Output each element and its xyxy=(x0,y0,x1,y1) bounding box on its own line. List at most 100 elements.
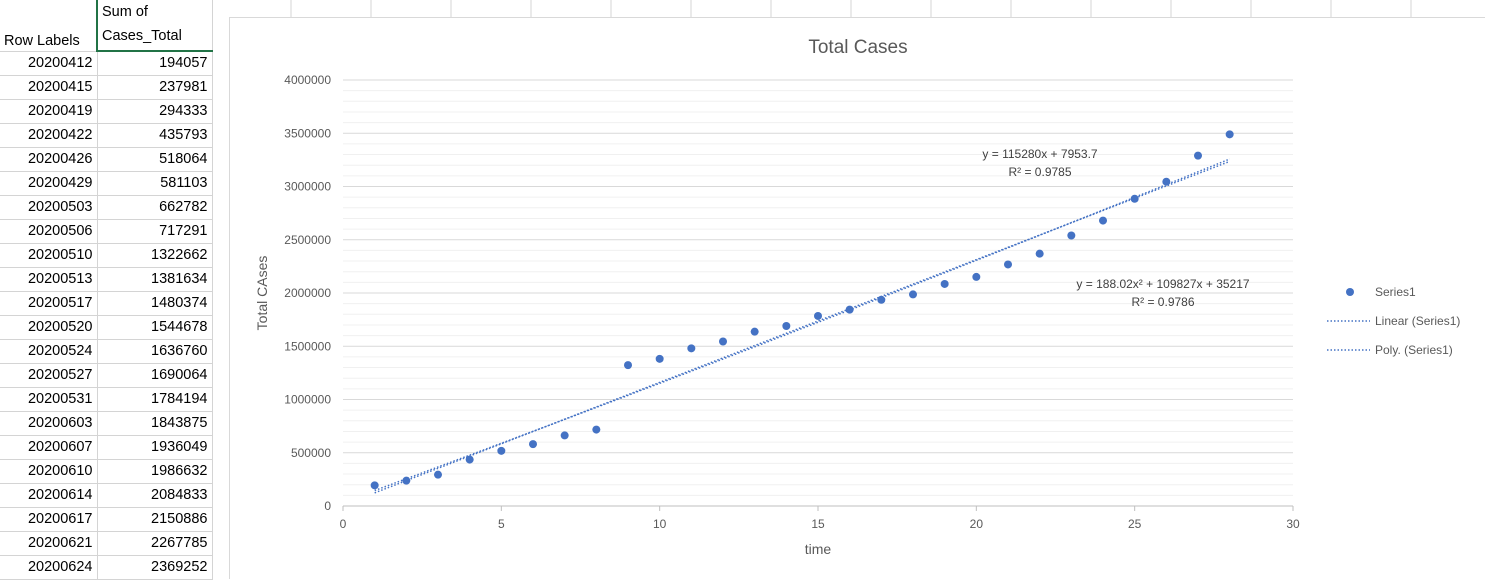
row-label-cell[interactable]: 20200617 xyxy=(0,507,98,532)
sum-value-cell[interactable]: 194057 xyxy=(97,51,213,76)
row-label-cell[interactable]: 20200506 xyxy=(0,219,98,244)
sum-value-cell[interactable]: 1381634 xyxy=(97,267,213,292)
data-point xyxy=(1194,151,1202,160)
table-row: 20200527 1690064 xyxy=(0,363,213,388)
sum-header[interactable]: Sum of Cases_Total xyxy=(96,0,213,52)
row-label-cell[interactable]: 20200422 xyxy=(0,123,98,148)
table-row: 20200524 1636760 xyxy=(0,339,213,364)
row-label-cell[interactable]: 20200513 xyxy=(0,267,98,292)
sum-value-cell[interactable]: 237981 xyxy=(97,75,213,100)
data-point xyxy=(1225,130,1234,139)
sum-value-cell[interactable]: 294333 xyxy=(97,99,213,124)
sum-value-cell[interactable]: 2267785 xyxy=(97,531,213,556)
x-tick-label: 30 xyxy=(1286,517,1300,531)
y-axis-title: Total CAses xyxy=(254,256,270,331)
row-label-cell[interactable]: 20200621 xyxy=(0,531,98,556)
row-label-cell[interactable]: 20200517 xyxy=(0,291,98,316)
row-label-cell[interactable]: 20200614 xyxy=(0,483,98,508)
data-point xyxy=(624,361,632,370)
row-label-cell[interactable]: 20200426 xyxy=(0,147,98,172)
sum-value-cell[interactable]: 1986632 xyxy=(97,459,213,484)
data-point xyxy=(814,311,822,320)
row-label-cell[interactable]: 20200415 xyxy=(0,75,98,100)
sum-value-cell[interactable]: 435793 xyxy=(97,123,213,148)
y-tick-label: 500000 xyxy=(291,446,331,460)
table-row: 20200422 435793 xyxy=(0,123,213,148)
data-point xyxy=(1035,249,1044,258)
poly-equation-label: y = 188.02x² + 109827x + 35217 xyxy=(1076,277,1249,291)
sum-value-cell[interactable]: 1636760 xyxy=(97,339,213,364)
table-row: 20200503 662782 xyxy=(0,195,213,220)
table-row: 20200419 294333 xyxy=(0,99,213,124)
y-tick-label: 1500000 xyxy=(284,339,331,353)
table-row: 20200517 1480374 xyxy=(0,291,213,316)
data-point xyxy=(845,305,854,314)
data-point xyxy=(1099,216,1107,225)
table-row: 20200426 518064 xyxy=(0,147,213,172)
row-label-cell[interactable]: 20200531 xyxy=(0,387,98,412)
row-label-cell[interactable]: 20200412 xyxy=(0,51,98,76)
row-label-cell[interactable]: 20200419 xyxy=(0,99,98,124)
legend-label-series1: Series1 xyxy=(1375,285,1416,299)
y-tick-label: 2000000 xyxy=(284,286,331,300)
row-label-cell[interactable]: 20200610 xyxy=(0,459,98,484)
x-tick-label: 20 xyxy=(970,517,984,531)
y-tick-label: 0 xyxy=(324,499,331,513)
data-point xyxy=(687,344,696,353)
row-label-cell[interactable]: 20200624 xyxy=(0,555,98,580)
chart-area[interactable]: 0 500000 1000000 1500000 2000000 2500000 30000… xyxy=(229,17,1485,579)
row-label-cell[interactable]: 20200524 xyxy=(0,339,98,364)
scatter-chart[interactable]: 0 500000 1000000 1500000 2000000 2500000 30000… xyxy=(230,18,1485,579)
row-label-cell[interactable]: 20200510 xyxy=(0,243,98,268)
sum-value-cell[interactable]: 1784194 xyxy=(97,387,213,412)
x-axis-title: time xyxy=(805,541,832,557)
sum-value-cell[interactable]: 2150886 xyxy=(97,507,213,532)
sum-value-cell[interactable]: 1544678 xyxy=(97,315,213,340)
sum-value-cell[interactable]: 581103 xyxy=(97,171,213,196)
sum-value-cell[interactable]: 2369252 xyxy=(97,555,213,580)
sum-value-cell[interactable]: 1690064 xyxy=(97,363,213,388)
table-row: 20200415 237981 xyxy=(0,75,213,100)
linear-equation-label: y = 115280x + 7953.7 xyxy=(982,147,1098,161)
data-point xyxy=(529,440,537,449)
data-point xyxy=(877,295,886,304)
sum-value-cell[interactable]: 1322662 xyxy=(97,243,213,268)
x-tick-label: 0 xyxy=(340,517,347,531)
data-point xyxy=(719,337,727,346)
pivot-header-row: Row Labels Sum of Cases_Total xyxy=(0,0,213,52)
row-label-cell[interactable]: 20200603 xyxy=(0,411,98,436)
sum-value-cell[interactable]: 662782 xyxy=(97,195,213,220)
y-tick-label: 1000000 xyxy=(284,393,331,407)
table-row: 20200603 1843875 xyxy=(0,411,213,436)
x-tick-label: 10 xyxy=(653,517,667,531)
table-row: 20200412 194057 xyxy=(0,51,213,76)
row-label-cell[interactable]: 20200607 xyxy=(0,435,98,460)
y-tick-label: 2500000 xyxy=(284,233,331,247)
table-row: 20200510 1322662 xyxy=(0,243,213,268)
table-row: 20200624 2369252 xyxy=(0,555,213,580)
legend-label-linear: Linear (Series1) xyxy=(1375,314,1460,328)
table-row: 20200614 2084833 xyxy=(0,483,213,508)
sum-value-cell[interactable]: 717291 xyxy=(97,219,213,244)
row-label-cell[interactable]: 20200503 xyxy=(0,195,98,220)
data-point xyxy=(940,279,949,288)
table-row: 20200429 581103 xyxy=(0,171,213,196)
row-label-cell[interactable]: 20200527 xyxy=(0,363,98,388)
row-label-cell[interactable]: 20200520 xyxy=(0,315,98,340)
legend-label-poly: Poly. (Series1) xyxy=(1375,343,1453,357)
sum-value-cell[interactable]: 1936049 xyxy=(97,435,213,460)
sum-value-cell[interactable]: 1843875 xyxy=(97,411,213,436)
row-labels-header[interactable]: Row Labels xyxy=(0,0,98,52)
table-row: 20200520 1544678 xyxy=(0,315,213,340)
table-row: 20200531 1784194 xyxy=(0,387,213,412)
table-row: 20200621 2267785 xyxy=(0,531,213,556)
pivot-table[interactable]: Row Labels Sum of Cases_Total 20200412 194… xyxy=(0,0,213,580)
x-tick-label: 25 xyxy=(1128,517,1142,531)
sum-value-cell[interactable]: 2084833 xyxy=(97,483,213,508)
sum-value-cell[interactable]: 1480374 xyxy=(97,291,213,316)
row-label-cell[interactable]: 20200429 xyxy=(0,171,98,196)
data-point xyxy=(782,322,791,331)
y-tick-label: 3500000 xyxy=(284,126,331,140)
sum-value-cell[interactable]: 518064 xyxy=(97,147,213,172)
y-tick-label: 4000000 xyxy=(284,73,331,87)
